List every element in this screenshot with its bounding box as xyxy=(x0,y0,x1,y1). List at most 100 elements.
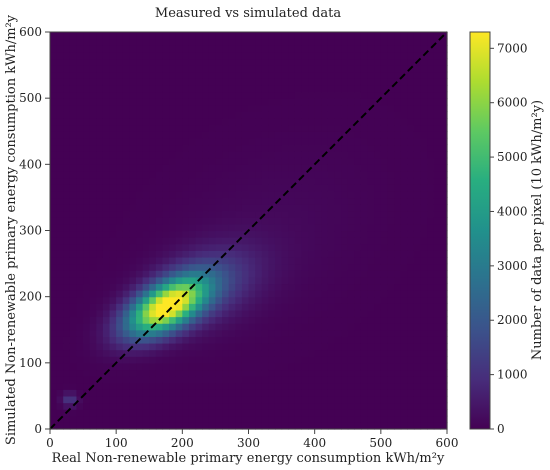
heatmap-cell xyxy=(63,376,71,384)
heatmap-cell xyxy=(387,164,395,172)
heatmap-cell xyxy=(102,243,111,251)
heatmap-cell xyxy=(122,256,130,265)
heatmap-cell xyxy=(360,329,369,337)
heatmap-cell xyxy=(122,164,130,172)
heatmap-cell xyxy=(208,84,217,93)
heatmap-cell xyxy=(63,32,71,40)
heatmap-cell xyxy=(261,422,269,430)
heatmap-cell xyxy=(83,256,91,265)
heatmap-cell xyxy=(83,309,91,318)
heatmap-cell xyxy=(142,51,150,60)
heatmap-cell xyxy=(235,296,243,304)
heatmap-cell xyxy=(56,157,64,165)
heatmap-cell xyxy=(136,237,144,245)
heatmap-cell xyxy=(182,223,190,232)
heatmap-cell xyxy=(274,144,283,152)
heatmap-cell xyxy=(281,217,289,225)
heatmap-cell xyxy=(274,356,283,364)
heatmap-cell xyxy=(394,45,402,53)
heatmap-cell xyxy=(420,356,428,364)
heatmap-cell xyxy=(274,290,283,298)
heatmap-cell xyxy=(308,323,316,331)
heatmap-cell xyxy=(149,316,157,324)
heatmap-cell xyxy=(440,65,448,73)
heatmap-cell xyxy=(149,84,157,93)
heatmap-cell xyxy=(400,422,408,430)
heatmap-cell xyxy=(83,78,91,86)
heatmap-cell xyxy=(63,184,71,192)
heatmap-cell xyxy=(195,395,203,404)
heatmap-cell xyxy=(142,376,150,384)
heatmap-cell xyxy=(69,356,78,364)
heatmap-cell xyxy=(208,104,217,112)
heatmap-cell xyxy=(116,323,124,331)
heatmap-cell xyxy=(195,290,203,298)
heatmap-cell xyxy=(50,409,58,417)
heatmap-cell xyxy=(228,177,236,185)
heatmap-cell xyxy=(69,409,78,417)
heatmap-cell xyxy=(50,389,58,397)
heatmap-cell xyxy=(116,204,124,212)
heatmap-cell xyxy=(354,382,362,390)
heatmap-cell xyxy=(281,290,289,298)
heatmap-cell xyxy=(360,422,369,430)
heatmap-cell xyxy=(314,223,322,232)
heatmap-cell xyxy=(268,336,276,344)
heatmap-cell xyxy=(235,157,243,165)
heatmap-cell xyxy=(228,323,236,331)
heatmap-cell xyxy=(274,349,283,357)
heatmap-cell xyxy=(102,118,111,126)
heatmap-cell xyxy=(308,336,316,344)
heatmap-cell xyxy=(327,98,336,106)
heatmap-cell xyxy=(109,409,117,417)
heatmap-cell xyxy=(50,170,58,179)
heatmap-cell xyxy=(407,389,415,397)
heatmap-cell xyxy=(116,223,124,232)
heatmap-cell xyxy=(188,323,197,331)
heatmap-cell xyxy=(301,250,309,258)
heatmap-cell xyxy=(169,51,177,60)
heatmap-cell xyxy=(182,38,190,46)
heatmap-cell xyxy=(155,45,164,53)
heatmap-cell xyxy=(155,124,164,132)
heatmap-cell xyxy=(136,91,144,99)
heatmap-cell xyxy=(288,65,296,73)
heatmap-cell xyxy=(413,342,422,351)
heatmap-cell xyxy=(360,290,369,298)
heatmap-cell xyxy=(136,38,144,46)
heatmap-cell xyxy=(314,237,322,245)
heatmap-cell xyxy=(208,336,217,344)
heatmap-cell xyxy=(294,283,303,291)
heatmap-cell xyxy=(334,223,342,232)
heatmap-cell xyxy=(149,409,157,417)
heatmap-cell xyxy=(102,71,111,79)
heatmap-cell xyxy=(109,395,117,404)
heatmap-cell xyxy=(195,84,203,93)
heatmap-cell xyxy=(182,118,190,126)
heatmap-cell xyxy=(215,395,223,404)
heatmap-cell xyxy=(440,104,448,112)
heatmap-cell xyxy=(56,290,64,298)
heatmap-cell xyxy=(341,78,349,86)
heatmap-cell xyxy=(413,369,422,377)
heatmap-cell xyxy=(334,369,342,377)
heatmap-cell xyxy=(56,309,64,318)
heatmap-cell xyxy=(235,38,243,46)
heatmap-cell xyxy=(380,323,389,331)
heatmap-cell xyxy=(208,223,217,232)
heatmap-cell xyxy=(400,84,408,93)
heatmap-cell xyxy=(69,124,78,132)
heatmap-cell xyxy=(208,217,217,225)
heatmap-cell xyxy=(195,349,203,357)
heatmap-cell xyxy=(142,204,150,212)
heatmap-cell xyxy=(341,409,349,417)
heatmap-cell xyxy=(394,283,402,291)
heatmap-cell xyxy=(129,204,137,212)
heatmap-cell xyxy=(142,323,150,331)
heatmap-cell xyxy=(420,217,428,225)
heatmap-cell xyxy=(162,151,170,159)
heatmap-cell xyxy=(169,369,177,377)
heatmap-cell xyxy=(400,190,408,199)
heatmap-cell xyxy=(387,131,395,139)
heatmap-cell xyxy=(222,144,230,152)
